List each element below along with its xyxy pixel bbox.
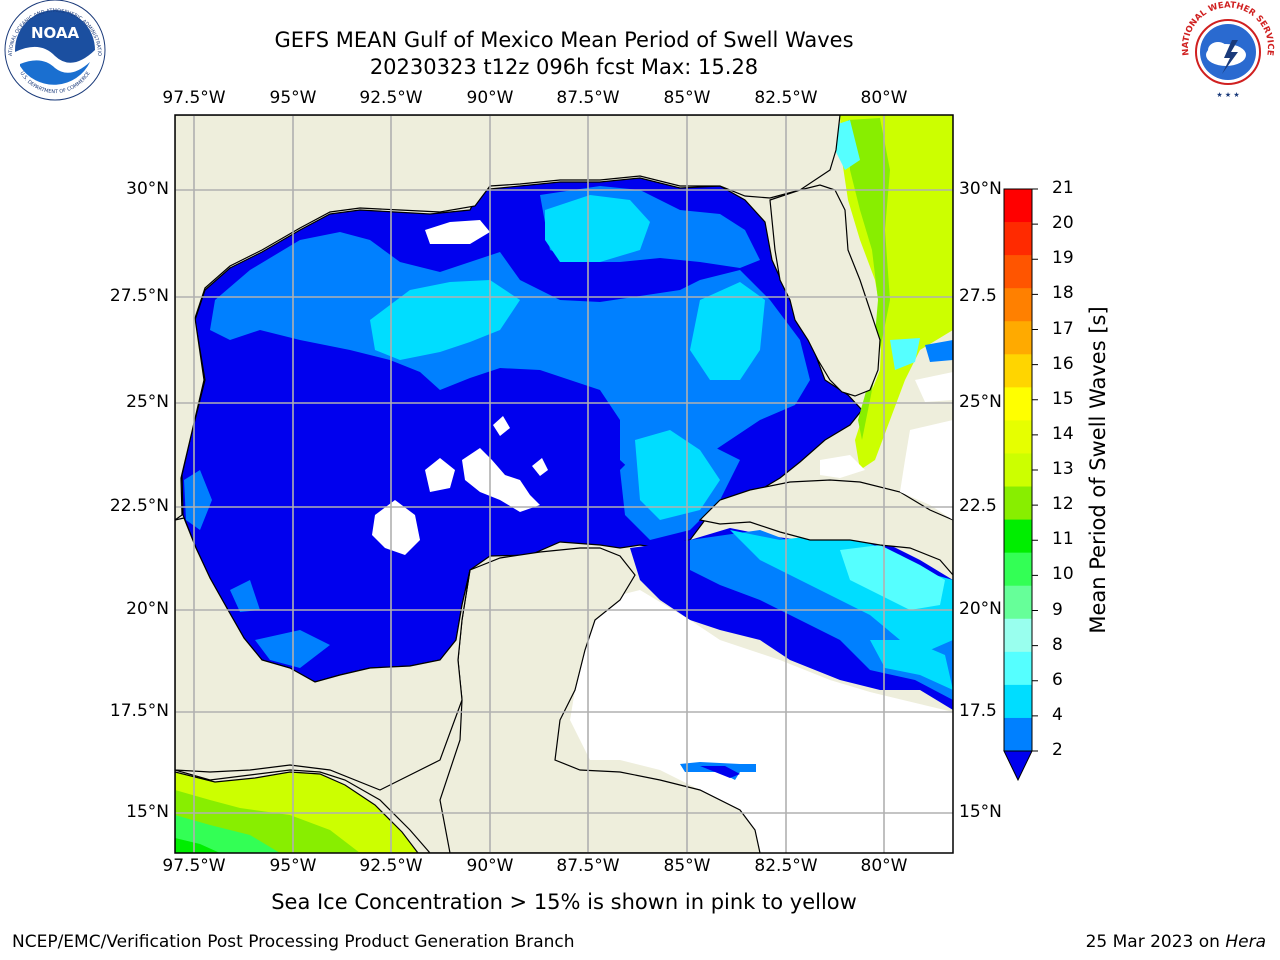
florida-land (769, 184, 881, 397)
lat-label-left: 30°N (126, 179, 169, 199)
no-data-patches (372, 220, 548, 555)
colorbar (1004, 188, 1038, 752)
colorbar-tick-label: 13 (1052, 459, 1074, 479)
colorbar-tick-label: 19 (1052, 248, 1074, 269)
colorbar-segment (1004, 189, 1032, 223)
colorbar-tick-label: 8 (1052, 634, 1063, 655)
lat-label-left: 27.5°N (109, 286, 169, 306)
colorbar-segment (1004, 354, 1032, 388)
colorbar-tick-label: 16 (1052, 353, 1074, 374)
colorbar-segment (1004, 486, 1032, 521)
colorbar-tick-label: 2 (1052, 740, 1063, 760)
lat-label-right: 25°N (959, 392, 1002, 412)
lat-label-right: 17.5 (959, 701, 997, 721)
lat-label-right: 15°N (959, 802, 1002, 822)
colorbar-tick-label: 21 (1052, 178, 1074, 198)
lon-label-top: 95°W (269, 88, 317, 108)
lat-label-left: 20°N (126, 599, 169, 619)
colorbar-segment (1004, 321, 1032, 355)
lat-label-right: 30°N (959, 179, 1002, 199)
colorbar-tick-label: 4 (1052, 704, 1063, 725)
colorbar-segment (1004, 684, 1032, 719)
us-land (175, 115, 841, 521)
map-frame (174, 114, 954, 854)
lon-label-bottom: 80°W (860, 856, 908, 876)
lon-label-bottom: 97.5°W (162, 856, 226, 876)
cuba-land (698, 479, 953, 576)
chart-title: GEFS MEAN Gulf of Mexico Mean Period of … (274, 28, 854, 52)
lon-label-top: 92.5°W (359, 88, 423, 108)
colorbar-tick-label: 14 (1052, 423, 1074, 444)
colorbar-segment (1004, 222, 1032, 256)
lon-label-bottom: 92.5°W (359, 856, 423, 876)
lon-label-bottom: 82.5°W (754, 856, 818, 876)
lon-label-top: 97.5°W (162, 88, 226, 108)
colorbar-extend-arrow (1003, 750, 1033, 782)
lat-label-left: 17.5°N (109, 701, 169, 721)
colorbar-segment (1004, 387, 1032, 421)
colorbar-segment (1004, 717, 1032, 752)
caribbean-no-data (570, 590, 953, 853)
lat-label-left: 15°N (126, 802, 169, 822)
sea-ice-note: Sea Ice Concentration > 15% is shown in … (271, 890, 857, 914)
colorbar-tick-label: 15 (1052, 388, 1074, 409)
lon-label-bottom: 85°W (663, 856, 711, 876)
footer-date: 25 Mar 2023 on Hera (1085, 932, 1266, 952)
lat-label-left: 25°N (126, 392, 169, 412)
colorbar-tick-label: 17 (1052, 318, 1074, 339)
colorbar-segment (1004, 552, 1032, 587)
colorbar-tick-label: 20 (1052, 213, 1074, 234)
chart-subtitle: 20230323 t12z 096h fcst Max: 15.28 (369, 55, 759, 79)
lat-label-right: 22.5 (959, 496, 997, 516)
nws-logo: NATIONAL WEATHER SERVICE ★ ★ ★ (1181, 0, 1275, 99)
lon-label-bottom: 87.5°W (556, 856, 620, 876)
colorbar-segment (1004, 618, 1032, 653)
graticule (175, 115, 953, 853)
colorbar-tick-label: 11 (1052, 529, 1074, 550)
svg-text:★ ★ ★: ★ ★ ★ (1216, 91, 1239, 99)
colorbar-tick-label: 12 (1052, 494, 1074, 515)
colorbar-segment (1004, 453, 1032, 488)
lat-label-left: 22.5°N (109, 496, 169, 516)
lon-label-top: 82.5°W (754, 88, 818, 108)
colorbar-tick-label: 9 (1052, 599, 1063, 620)
footer-credit: NCEP/EMC/Verification Post Processing Pr… (12, 932, 575, 952)
colorbar-title: Mean Period of Swell Waves [s] (1086, 306, 1110, 634)
colorbar-segment (1004, 651, 1032, 686)
lon-label-top: 90°W (466, 88, 514, 108)
lon-label-bottom: 90°W (466, 856, 514, 876)
lon-label-top: 85°W (663, 88, 711, 108)
colorbar-segment (1004, 585, 1032, 620)
colorbar-segment (1004, 255, 1032, 289)
colorbar-tick-label: 10 (1052, 564, 1074, 585)
lon-label-top: 80°W (860, 88, 908, 108)
lon-label-bottom: 95°W (269, 856, 317, 876)
footer-machine: Hera (1225, 932, 1266, 952)
colorbar-tick-label: 6 (1052, 669, 1063, 690)
colorbar-segment (1004, 288, 1032, 322)
lat-label-right: 27.5 (959, 286, 997, 306)
colorbar-segment (1004, 519, 1032, 554)
lat-label-right: 20°N (959, 599, 1002, 619)
noaa-logo: NOAA NATIONAL OCEANIC AND ATMOSPHERIC AD… (0, 0, 106, 101)
colorbar-tick-label: 18 (1052, 283, 1074, 304)
noaa-logo-label: NOAA (31, 24, 80, 42)
colorbar-segment (1004, 420, 1032, 454)
lon-label-top: 87.5°W (556, 88, 620, 108)
